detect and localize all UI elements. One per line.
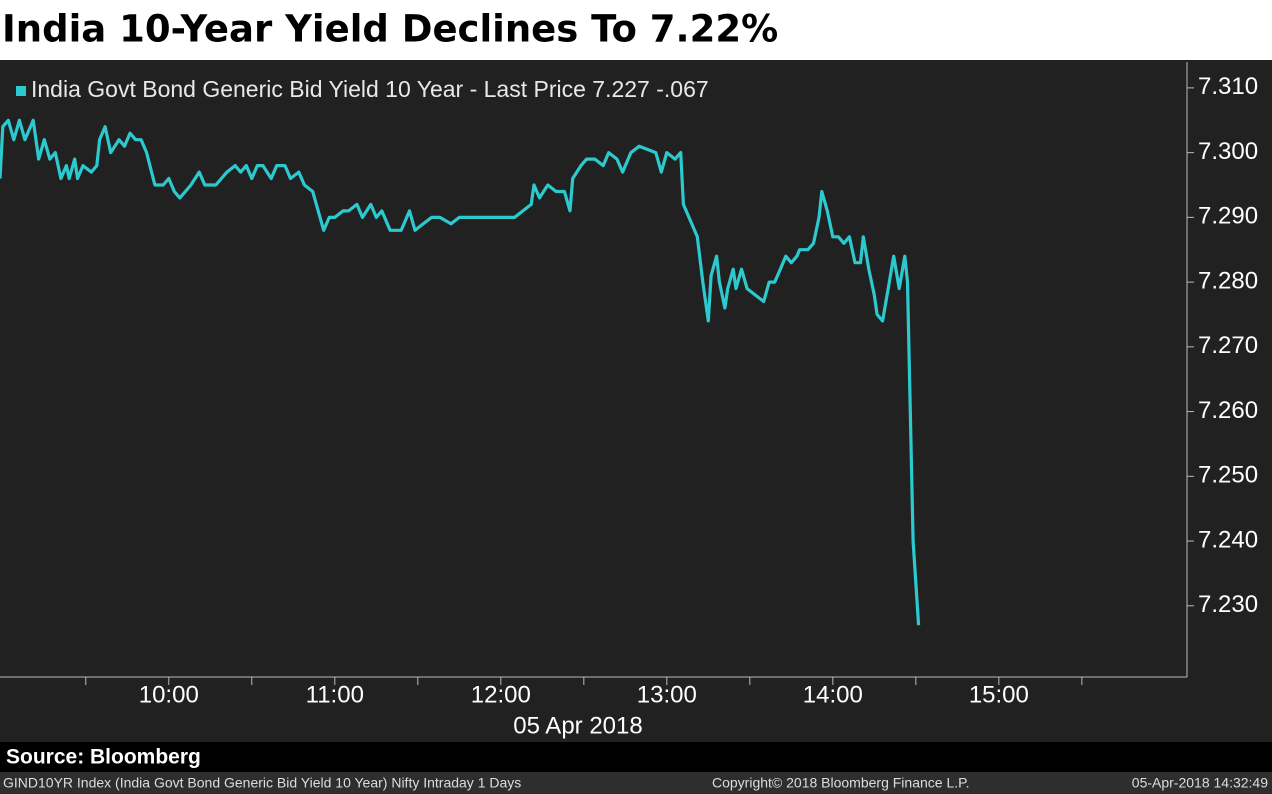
y-tick-label: 7.290	[1198, 203, 1258, 230]
legend-swatch	[16, 86, 26, 96]
title-bar	[0, 0, 1272, 60]
y-tick-label: 7.240	[1198, 526, 1258, 553]
source: Source: Bloomberg	[6, 746, 201, 769]
footer-timestamp: 05-Apr-2018 14:32:49	[1132, 775, 1268, 791]
x-axis-title: 05 Apr 2018	[513, 712, 642, 739]
y-tick-label: 7.260	[1198, 397, 1258, 424]
footer-ticker: GIND10YR Index (India Govt Bond Generic …	[3, 775, 521, 791]
x-tick-label: 10:00	[139, 681, 199, 708]
y-tick-label: 7.280	[1198, 267, 1258, 294]
x-tick-label: 11:00	[306, 681, 364, 708]
series-line	[0, 118, 921, 626]
x-tick-label: 13:00	[637, 681, 697, 708]
chart-panel	[0, 60, 1272, 742]
y-tick-label: 7.310	[1198, 73, 1258, 100]
legend-label: India Govt Bond Generic Bid Yield 10 Yea…	[31, 76, 709, 102]
footer-copyright: Copyright© 2018 Bloomberg Finance L.P.	[712, 775, 970, 791]
chart-title: India 10-Year Yield Declines To 7.22%	[2, 8, 778, 51]
x-tick-label: 15:00	[969, 681, 1029, 708]
y-tick-label: 7.300	[1198, 138, 1258, 165]
x-tick-label: 14:00	[803, 681, 863, 708]
y-tick-label: 7.250	[1198, 462, 1258, 489]
footer-bar	[0, 772, 1272, 794]
x-tick-label: 12:00	[471, 681, 531, 708]
source-bar	[0, 742, 1272, 772]
y-tick-label: 7.230	[1198, 591, 1258, 618]
y-tick-label: 7.270	[1198, 332, 1258, 359]
